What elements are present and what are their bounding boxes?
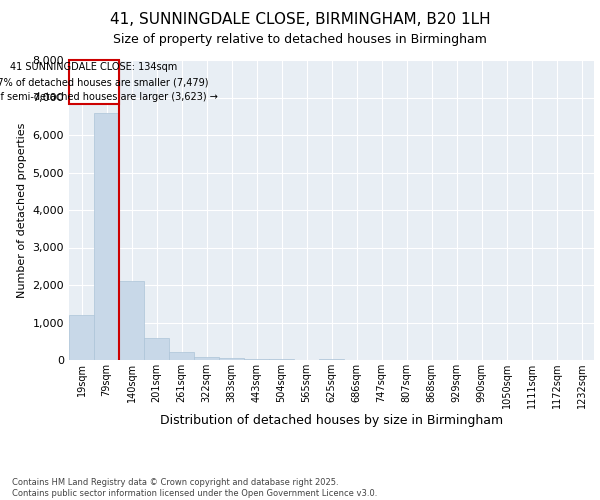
FancyBboxPatch shape	[69, 60, 119, 104]
X-axis label: Distribution of detached houses by size in Birmingham: Distribution of detached houses by size …	[160, 414, 503, 427]
Y-axis label: Number of detached properties: Number of detached properties	[17, 122, 27, 298]
Bar	[219, 358, 244, 360]
Text: 41 SUNNINGDALE CLOSE: 134sqm
← 67% of detached houses are smaller (7,479)
32% of: 41 SUNNINGDALE CLOSE: 134sqm ← 67% of de…	[0, 62, 218, 102]
Bar	[144, 338, 169, 360]
Bar	[69, 315, 94, 360]
Bar	[244, 359, 269, 360]
Bar	[94, 112, 119, 360]
Text: 41, SUNNINGDALE CLOSE, BIRMINGHAM, B20 1LH: 41, SUNNINGDALE CLOSE, BIRMINGHAM, B20 1…	[110, 12, 490, 28]
Bar	[119, 281, 144, 360]
Text: Contains HM Land Registry data © Crown copyright and database right 2025.
Contai: Contains HM Land Registry data © Crown c…	[12, 478, 377, 498]
Bar	[169, 352, 194, 360]
Bar	[319, 359, 344, 360]
Text: Size of property relative to detached houses in Birmingham: Size of property relative to detached ho…	[113, 32, 487, 46]
Bar	[194, 356, 219, 360]
